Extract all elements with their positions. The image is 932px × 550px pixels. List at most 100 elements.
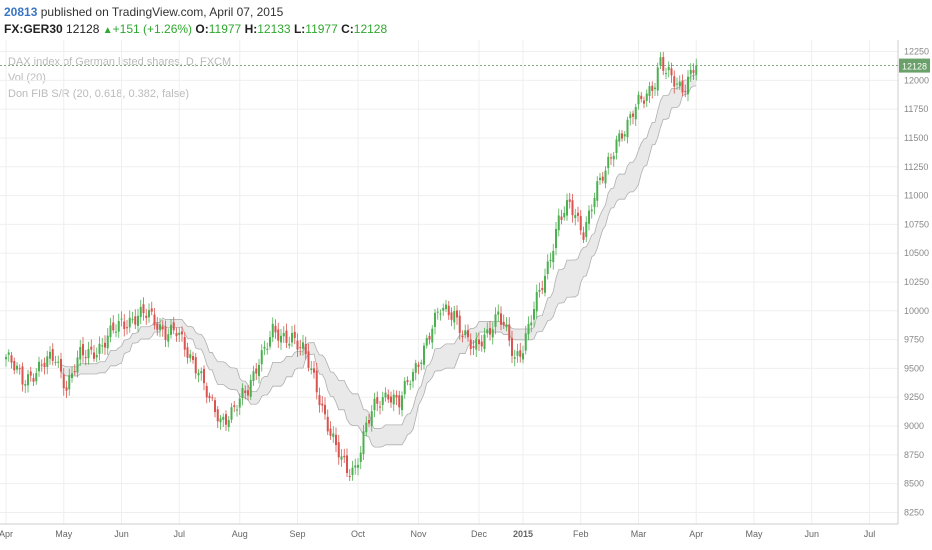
candle-body	[222, 416, 225, 420]
candle-body	[194, 357, 197, 374]
candle-body	[456, 310, 458, 318]
candle-body	[588, 210, 590, 224]
low-value: 11977	[305, 22, 338, 36]
y-tick-label: 10250	[904, 277, 929, 287]
candle-body	[505, 324, 508, 328]
candle-body	[478, 339, 480, 345]
candle-body	[247, 390, 249, 396]
ohlc-line: FX:GER30 12128 ▲+151 (+1.26%) O:11977 H:…	[4, 22, 387, 36]
candle-body	[560, 216, 563, 220]
candle-body	[645, 93, 648, 101]
candle-body	[68, 375, 71, 390]
price-chart[interactable]: 8250 8500 8750 9000 9250 9500 9750 10000 10250 10…	[0, 40, 932, 550]
candle-body	[599, 177, 601, 180]
author-link[interactable]: 20813	[4, 5, 38, 19]
x-tick-label: May	[745, 529, 763, 539]
candle-body	[582, 232, 585, 240]
candle-body	[51, 349, 54, 361]
candle-body	[486, 329, 489, 334]
candle-body	[112, 322, 115, 331]
x-tick-label: Feb	[573, 529, 589, 539]
candle-body	[533, 309, 535, 320]
candle-body	[263, 346, 266, 349]
candle-body	[291, 333, 293, 343]
candle-body	[304, 344, 307, 355]
y-tick-label: 11000	[904, 191, 928, 201]
y-tick-label: 9500	[904, 363, 924, 373]
candle-body	[219, 418, 222, 423]
candle-body	[266, 348, 269, 350]
y-tick-label: 12250	[904, 47, 929, 57]
candle-body	[205, 385, 208, 398]
y-tick-label: 10000	[904, 306, 929, 316]
candle-body	[139, 306, 142, 317]
candle-body	[648, 86, 651, 96]
candle-body	[238, 398, 241, 408]
candle-body	[164, 326, 167, 341]
candle-body	[491, 329, 494, 338]
y-tick-label: 8500	[904, 479, 924, 489]
candle-body	[282, 333, 285, 337]
y-tick-label: 12000	[904, 75, 929, 85]
fib-upper-line	[60, 74, 697, 429]
candle-body	[117, 321, 120, 332]
candle-body	[522, 353, 524, 360]
candle-body	[541, 288, 544, 290]
candle-body	[27, 374, 29, 386]
x-tick-label: May	[55, 529, 73, 539]
candle-body	[676, 83, 678, 85]
candle-body	[420, 362, 423, 365]
candle-body	[357, 464, 359, 468]
candle-body	[376, 397, 379, 404]
x-tick-label: Jul	[864, 529, 876, 539]
candle-body	[120, 318, 123, 320]
high-label: H:	[244, 22, 258, 36]
candle-body	[62, 374, 65, 389]
candle-body	[82, 344, 84, 356]
candle-body	[274, 325, 277, 333]
candle-body	[434, 312, 436, 327]
candle-body	[285, 330, 288, 343]
chart-header: 20813 published on TradingView.com, Apri…	[0, 0, 932, 40]
candle-body	[348, 475, 351, 478]
candle-body	[497, 311, 500, 315]
candle-body	[156, 323, 159, 330]
candle-body	[208, 395, 211, 399]
candle-body	[16, 365, 18, 370]
candle-body	[439, 313, 442, 315]
candle-body	[469, 339, 472, 350]
candle-body	[593, 197, 596, 208]
candle-body	[271, 323, 274, 338]
candle-body	[351, 467, 354, 476]
candle-body	[153, 314, 156, 326]
candle-body	[134, 316, 137, 325]
candle-body	[326, 416, 329, 432]
candle-body	[230, 407, 233, 420]
candle-body	[131, 319, 134, 321]
candle-body	[337, 442, 340, 458]
candle-body	[307, 351, 310, 368]
candle-body	[483, 334, 486, 350]
candle-body	[387, 394, 390, 400]
candle-body	[46, 356, 49, 367]
candle-body	[241, 388, 244, 399]
candle-body	[475, 338, 478, 350]
candle-body	[365, 422, 368, 433]
candle-body	[269, 337, 271, 347]
candle-body	[566, 200, 568, 216]
candle-body	[197, 373, 200, 376]
y-tick-label: 11750	[904, 104, 928, 114]
close-label: C:	[341, 22, 354, 36]
candle-body	[629, 114, 632, 119]
candle-body	[689, 69, 692, 75]
candle-body	[310, 368, 313, 371]
candle-body	[321, 403, 324, 406]
candle-body	[233, 405, 236, 408]
candle-body	[659, 57, 662, 66]
symbol-label[interactable]: FX:GER30	[4, 22, 63, 36]
candle-body	[651, 85, 654, 91]
candle-body	[527, 323, 530, 335]
x-tick-label: Jun	[114, 529, 129, 539]
candle-body	[84, 357, 87, 359]
candle-body	[480, 341, 483, 347]
